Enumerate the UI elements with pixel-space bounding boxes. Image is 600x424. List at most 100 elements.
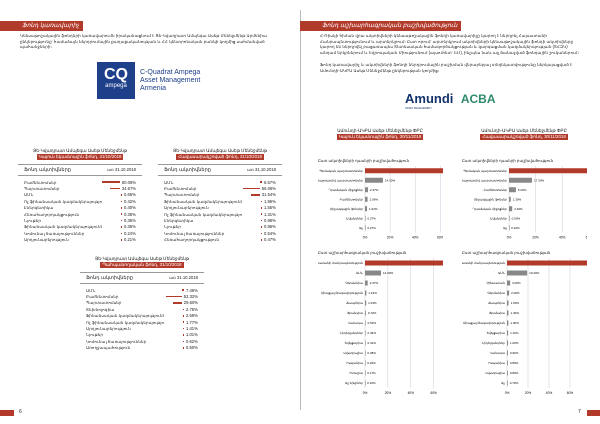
table-row: Պարտատոմսեր 31.54% (164, 192, 276, 198)
chart-title: Ըստ աշխարհագրական բաշխվածության (462, 250, 551, 255)
data-label: 0.27% (367, 226, 376, 230)
data-label: 1.00% (510, 341, 519, 345)
bar-chart: 0%20%40%60%80%Պետական պարտատոմսեր79.10%Կ… (318, 166, 443, 240)
bar (365, 330, 366, 336)
right-intro-1: Հ-Ռիսկի հիման վրա ակտիվների կենսաթոշակայ… (320, 33, 579, 55)
bar (507, 340, 509, 346)
data-label: 14.30% (385, 178, 396, 182)
chart-title: Ըստ աշխարհագրական բաշխվածության (318, 250, 407, 255)
amundi-acba-logo: Amundi ACBA ASSET MANAGEMENT (405, 91, 496, 110)
chart-heading: Ամունդի-ԱԿԲԱ Ասեթ Մենեջմենթ ՓԲԸ Կայուն եկ… (336, 128, 424, 140)
data-label: 0.17% (367, 371, 376, 375)
table-header: Ֆոնդ ակտիվները առ 31.10.2018 (80, 272, 204, 284)
bar (509, 177, 532, 183)
page-marker (0, 410, 14, 416)
category-label: Նիդերլանդներ (482, 341, 505, 345)
category-label: Դրամական միջոցներ (329, 188, 364, 192)
table-row: ԱՄՆ 6.57% (164, 179, 276, 185)
category-label: Ֆրանսիա (489, 311, 505, 315)
category-label: Իտալիա (349, 371, 363, 375)
page-marker (587, 410, 600, 416)
table-title: Ցե-Կվադրատ Ամպեգա Ասեթ Մենեջմենթ Հավասարա… (172, 148, 268, 160)
category-label: Միջազգային ֆոնդեր (474, 197, 507, 201)
bar (365, 370, 366, 376)
value-bar (173, 302, 182, 304)
bar (507, 330, 509, 336)
table-header: Ֆոնդ ակտիվները առ 31.10.2018 (18, 164, 142, 176)
tick-label: 0% (363, 236, 368, 240)
tick-label: 60% (437, 236, 443, 240)
table-row: ԱՄՆ 7.46% (86, 287, 198, 293)
page-gutter (300, 10, 301, 410)
table-row: Տեխնոլոգիա 2.75% (86, 306, 198, 312)
category-label: Հայաստանի Հանրապետություն (318, 261, 363, 265)
category-label: Ավստրալիա (344, 351, 364, 355)
value-bar (261, 200, 262, 203)
data-label: 0.27% (367, 216, 376, 220)
category-label: Չինաստան (486, 281, 505, 285)
value-bar (121, 206, 122, 209)
table-row: Արդյունաբերություն 0.21% (24, 237, 136, 243)
category-label: Ավանդներ (346, 216, 363, 220)
data-label: 1.30% (510, 321, 519, 325)
value-bar (183, 327, 184, 330)
data-label: 1.19% (368, 291, 377, 295)
value-bar (183, 321, 184, 323)
data-label: 19.20% (529, 271, 540, 275)
bar (365, 225, 366, 231)
data-label: 2.00% (511, 291, 520, 295)
bar (365, 350, 366, 356)
value-bar (243, 187, 260, 190)
bar (365, 187, 368, 193)
tick-label: 60% (567, 391, 574, 395)
bar (365, 380, 366, 386)
table-row: Նյութեր 0.36% (24, 218, 136, 224)
data-label: 0.70% (510, 381, 519, 385)
bar (507, 320, 509, 326)
tick-label: 40% (546, 391, 553, 395)
category-label: Շվեյցարիա (345, 341, 364, 345)
chart-title: Ըստ ակտիվների դասերի բաշխվածություն (462, 158, 554, 163)
value-bar (261, 213, 262, 215)
category-label: ԱՄՆ (356, 271, 364, 275)
value-bar (183, 308, 184, 311)
fund-table: Ցե-Կվադրատ Ամպեգա Ասեթ Մենեջմենթ Կայուն ե… (18, 148, 142, 243)
value-bar (121, 238, 122, 241)
category-label: Իսպանիա (488, 361, 505, 365)
category-label: Միացյալ Թագավորություն (321, 291, 363, 295)
bar (509, 215, 510, 221)
cq-ampega-logo: CQ ampega C-Quadrat Ampega Asset Managem… (97, 62, 200, 99)
tick-label: 0% (507, 236, 512, 240)
data-label: 1.50% (511, 301, 520, 305)
data-label: 0.50% (512, 216, 521, 220)
data-label: 0.80% (510, 361, 519, 365)
data-label: 0.16% (367, 381, 376, 385)
bar (365, 215, 366, 221)
page-number: 7 (578, 409, 581, 415)
bar (365, 310, 366, 316)
category-label: Կորպորատիվ պարտատոմսեր (318, 178, 363, 182)
bar (365, 290, 367, 296)
table-row: Կոմունալ ծառայություններ 0.62% (86, 338, 198, 344)
bar (507, 280, 511, 286)
table-row: Հեռահաղորդակցություն 0.47% (164, 237, 276, 243)
bar (509, 187, 516, 193)
bar-chart: 0%20%40%60%80%Հայաստանի Հանրապետություն7… (318, 258, 443, 395)
tick-label: 40% (412, 236, 419, 240)
category-label: Իսպանիա (346, 361, 363, 365)
bar (365, 206, 368, 212)
bar (509, 206, 513, 212)
table-row: Բաժնետոմսեր 52.32% (86, 294, 198, 300)
value-bar (183, 334, 184, 336)
category-label: Այլ (503, 226, 507, 230)
bar (507, 310, 509, 316)
table-row: Ֆինանսական կազմակերպություններ 2.59% (86, 313, 198, 319)
category-label: Այլ երկրներ (345, 381, 363, 385)
table-row: Ֆինանսական կազմակերպություններ 1.96% (164, 198, 276, 204)
tick-label: 0% (505, 391, 510, 395)
value-bar (250, 194, 260, 196)
bar (365, 300, 367, 306)
bar (507, 380, 508, 386)
